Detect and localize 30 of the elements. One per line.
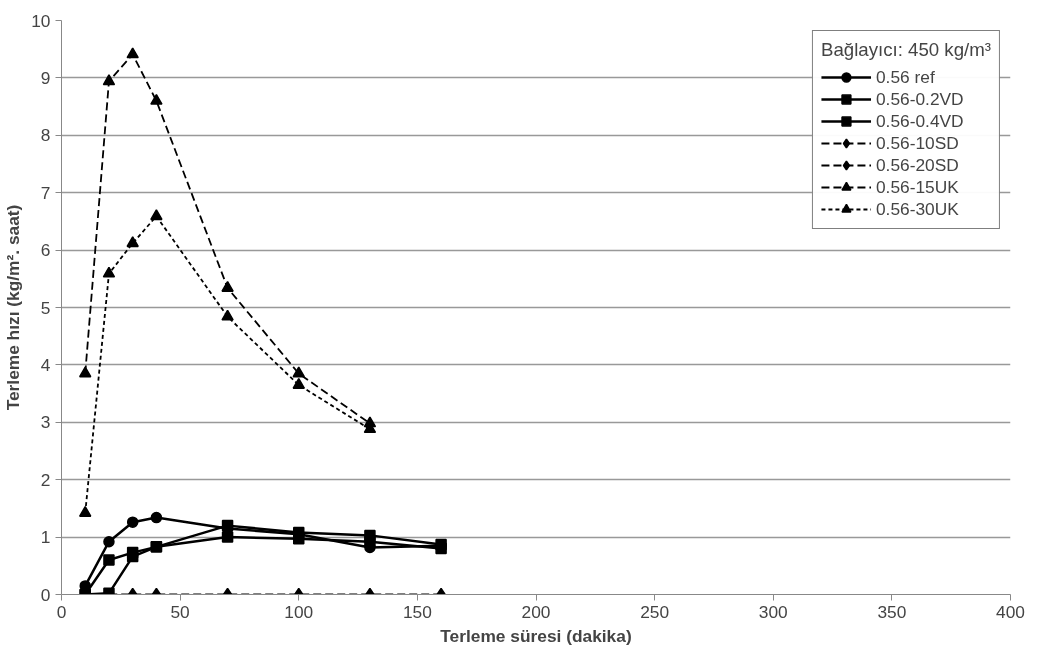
- y-tick-label: 3: [40, 412, 51, 433]
- legend-label: 0.56-10SD: [875, 132, 959, 154]
- y-tick-label: 10: [31, 10, 51, 31]
- legend-label: 0.56 ref: [875, 66, 935, 88]
- legend-label: 0.56-0.2VD: [875, 88, 964, 110]
- y-tick-label: 5: [40, 297, 51, 318]
- x-tick-label: 0: [56, 601, 67, 622]
- y-tick-label: 8: [40, 125, 51, 146]
- y-tick-label: 1: [40, 527, 51, 548]
- x-tick-label: 300: [758, 601, 788, 622]
- y-tick-label: 0: [40, 584, 51, 605]
- y-tick-label: 7: [40, 182, 51, 203]
- x-tick-label: 400: [996, 601, 1025, 622]
- x-tick-label: 350: [877, 601, 907, 622]
- y-tick-label: 2: [40, 469, 51, 490]
- x-tick-label: 50: [170, 601, 190, 622]
- y-tick-label: 9: [40, 67, 51, 88]
- y-axis-title: Terleme hızı (kg/m². saat): [3, 204, 24, 411]
- x-tick-label: 250: [640, 601, 670, 622]
- y-tick-label: 4: [40, 354, 51, 375]
- x-tick-label: 100: [284, 601, 314, 622]
- x-tick-label: 150: [402, 601, 432, 622]
- legend-label: 0.56-30UK: [875, 198, 959, 220]
- legend-title: Bağlayıcı: 450 kg/m³: [820, 39, 991, 61]
- legend-label: 0.56-15UK: [875, 176, 959, 198]
- x-tick-label: 200: [521, 601, 551, 622]
- legend-label: 0.56-0.4VD: [875, 110, 964, 132]
- x-axis-title: Terleme süresi (dakika): [440, 625, 632, 646]
- y-tick-label: 6: [40, 240, 51, 261]
- legend-label: 0.56-20SD: [875, 154, 959, 176]
